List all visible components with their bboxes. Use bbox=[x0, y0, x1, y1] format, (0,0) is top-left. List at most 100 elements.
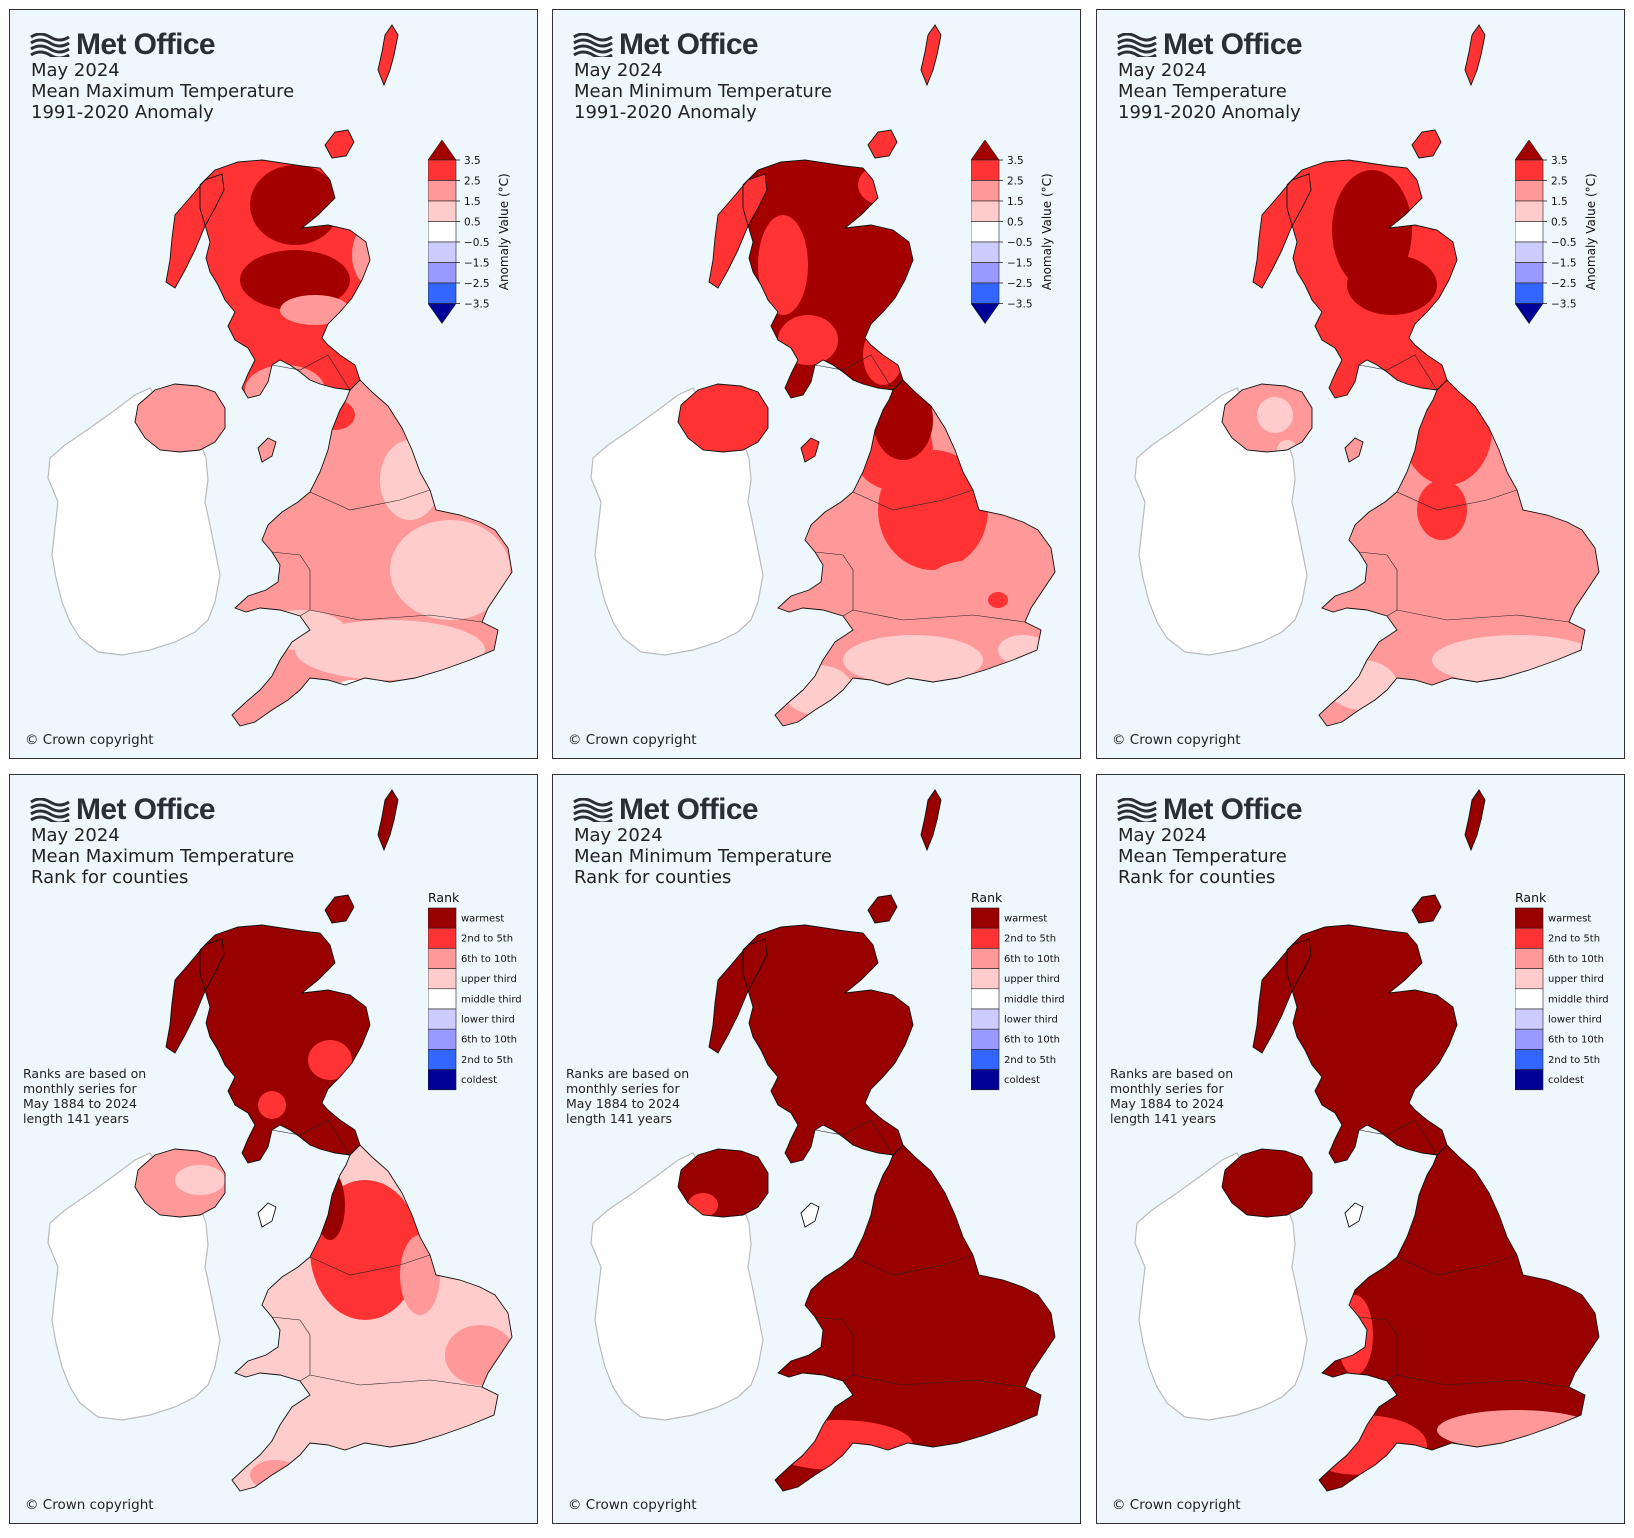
panel-max-rank: Met Office May 2024 Mean Maximum Temperatu… bbox=[9, 774, 538, 1524]
colorbar-tick-label: 0.5 bbox=[464, 217, 481, 229]
logo-text: Met Office bbox=[76, 793, 216, 826]
rank-legend-label: 6th to 10th bbox=[461, 1035, 517, 1046]
rank-legend-label: 2nd to 5th bbox=[1548, 1055, 1600, 1066]
rank-note-line: length 141 years bbox=[23, 1111, 130, 1126]
region-border bbox=[814, 1316, 854, 1382]
colorbar-step bbox=[971, 221, 1000, 243]
colorbar-tick-label: 3.5 bbox=[464, 155, 481, 167]
outline-scotland bbox=[1286, 924, 1458, 1164]
uk-map bbox=[1134, 24, 1600, 727]
colorbar-step bbox=[1515, 241, 1544, 263]
region-border bbox=[271, 1316, 311, 1382]
outline-england-wales bbox=[231, 1144, 513, 1492]
uk-map bbox=[590, 24, 1056, 727]
rank-legend-title: Rank bbox=[1515, 890, 1547, 905]
colorbar-step bbox=[428, 180, 457, 202]
outline-orkney bbox=[867, 894, 898, 924]
logo-text: Met Office bbox=[1163, 793, 1303, 826]
rank-legend-swatch bbox=[971, 927, 1000, 949]
outline-hebrides bbox=[165, 173, 225, 289]
region-border bbox=[1358, 1119, 1438, 1156]
colorbar-tick-label: 3.5 bbox=[1007, 155, 1024, 167]
rank-legend-label: lower third bbox=[461, 1015, 515, 1026]
outline-northern-ireland bbox=[134, 383, 226, 453]
panel-title-line3: Rank for counties bbox=[31, 867, 189, 888]
colorbar-step bbox=[1515, 262, 1544, 284]
colorbar-label: Anomaly Value (°C) bbox=[1584, 173, 1598, 290]
rank-legend-label: coldest bbox=[461, 1075, 497, 1086]
panel-title-line1: May 2024 bbox=[574, 825, 663, 846]
rank-legend-label: middle third bbox=[461, 994, 522, 1005]
outline-hebrides bbox=[708, 938, 768, 1054]
region-border bbox=[814, 1119, 894, 1156]
met-office-swirl-icon bbox=[1117, 798, 1157, 822]
uk-map bbox=[590, 789, 1056, 1492]
outline-isle-of-man bbox=[257, 1202, 277, 1228]
panel-title-line2: Mean Minimum Temperature bbox=[574, 846, 832, 867]
colorbar-step bbox=[428, 262, 457, 284]
uk-map bbox=[47, 789, 513, 1492]
colorbar-step bbox=[428, 200, 457, 222]
rank-note-line: May 1884 to 2024 bbox=[566, 1096, 680, 1111]
region-border bbox=[271, 551, 311, 617]
met-office-logo: Met Office bbox=[30, 28, 216, 62]
outline-orkney bbox=[324, 129, 355, 159]
rank-legend-swatch bbox=[971, 1028, 1000, 1050]
rank-legend-swatch bbox=[971, 988, 1000, 1010]
rank-legend-swatch bbox=[971, 1069, 1000, 1091]
panel-title-line2: Mean Minimum Temperature bbox=[574, 81, 832, 102]
rank-note: Ranks are based on monthly series for May … bbox=[566, 1066, 689, 1126]
panel-titles: May 2024 Mean Maximum Temperature 1991-202… bbox=[31, 60, 294, 123]
panel-title-line3: 1991-2020 Anomaly bbox=[574, 102, 757, 123]
panel-titles: May 2024 Mean Maximum Temperature Rank for… bbox=[31, 825, 294, 888]
logo-text: Met Office bbox=[619, 793, 759, 826]
rank-note-line: Ranks are based on bbox=[566, 1066, 690, 1081]
rank-legend-label: warmest bbox=[1548, 914, 1591, 925]
panel-titles: May 2024 Mean Minimum Temperature Rank for… bbox=[574, 825, 832, 888]
rank-legend-swatch bbox=[428, 1028, 457, 1050]
panel-title-line3: Rank for counties bbox=[574, 867, 732, 888]
rank-note-line: length 141 years bbox=[566, 1111, 673, 1126]
outline-isle-of-man bbox=[800, 437, 820, 463]
outline-northern-ireland bbox=[1221, 1148, 1313, 1218]
copyright-text: © Crown copyright bbox=[1112, 732, 1241, 748]
rank-legend-label: lower third bbox=[1548, 1015, 1602, 1026]
outline-scotland bbox=[199, 159, 371, 399]
region-border bbox=[1396, 1374, 1570, 1388]
colorbar-tick-label: −3.5 bbox=[464, 299, 490, 311]
colorbar-tick-label: 2.5 bbox=[1551, 176, 1568, 188]
rank-legend-swatch bbox=[971, 968, 1000, 990]
region-border bbox=[309, 1254, 431, 1276]
colorbar-tick-label: 2.5 bbox=[1007, 176, 1024, 188]
colorbar-tick-label: −3.5 bbox=[1007, 299, 1033, 311]
rank-note-line: May 1884 to 2024 bbox=[23, 1096, 137, 1111]
colorbar-tick-label: 1.5 bbox=[1007, 196, 1024, 208]
rank-legend-label: upper third bbox=[461, 974, 517, 985]
colorbar-tick-label: 3.5 bbox=[1551, 155, 1568, 167]
outline-shetland bbox=[920, 24, 942, 87]
region-border bbox=[309, 1374, 483, 1388]
logo-text: Met Office bbox=[619, 28, 759, 61]
colorbar-step bbox=[428, 221, 457, 243]
rank-note-line: length 141 years bbox=[1110, 1111, 1217, 1126]
rank-legend-swatch bbox=[971, 1049, 1000, 1070]
region-border bbox=[1396, 1254, 1518, 1276]
panel-title-line2: Mean Maximum Temperature bbox=[31, 81, 295, 102]
uk-map bbox=[47, 24, 513, 727]
outline-orkney bbox=[1411, 129, 1442, 159]
rank-legend-swatch bbox=[1515, 1069, 1544, 1091]
outline-isle-of-man bbox=[1344, 1202, 1364, 1228]
colorbar-tick-label: 1.5 bbox=[464, 196, 481, 208]
outline-isle-of-man bbox=[800, 1202, 820, 1228]
outline-hebrides bbox=[165, 938, 225, 1054]
logo-text: Met Office bbox=[76, 28, 216, 61]
anomaly-colorbar: 3.5 2.5 1.5 0.5 −0.5 −1.5 −2.5 −3.5 Anomaly Valu… bbox=[1515, 140, 1598, 325]
outline-orkney bbox=[324, 894, 355, 924]
colorbar-step bbox=[971, 200, 1000, 222]
rank-note: Ranks are based on monthly series for May … bbox=[23, 1066, 146, 1126]
outline-england-wales bbox=[774, 379, 1056, 727]
rank-legend-swatch bbox=[428, 907, 457, 929]
region-border bbox=[852, 489, 974, 511]
colorbar-tick-label: −1.5 bbox=[464, 258, 490, 270]
